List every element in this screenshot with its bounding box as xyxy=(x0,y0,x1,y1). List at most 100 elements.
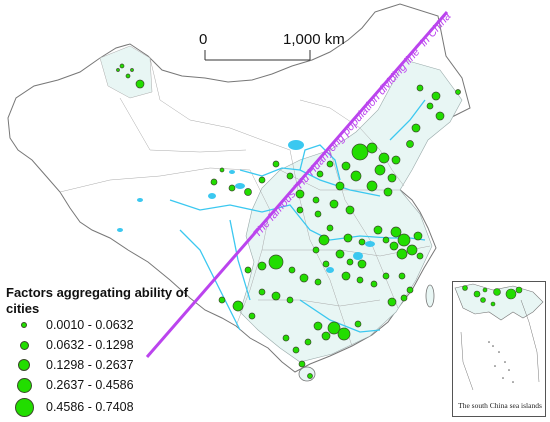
city-marker xyxy=(295,189,305,199)
city-marker xyxy=(391,155,401,165)
legend-symbol xyxy=(14,397,34,417)
city-marker xyxy=(382,272,390,280)
city-marker xyxy=(312,196,320,204)
city-marker xyxy=(286,172,294,180)
city-marker xyxy=(406,244,418,256)
city-marker xyxy=(350,170,362,182)
legend-title: Factors aggregating ability of cities xyxy=(6,285,189,316)
city-marker xyxy=(416,84,424,92)
hu-line xyxy=(145,11,449,358)
scale-zero-label: 0 xyxy=(199,31,207,48)
city-marker xyxy=(326,224,334,232)
city-marker xyxy=(411,123,421,133)
city-marker xyxy=(341,271,351,281)
city-marker xyxy=(346,258,354,266)
city-marker xyxy=(316,170,324,178)
city-marker xyxy=(304,338,312,346)
legend-symbol xyxy=(18,359,30,371)
legend-item: 0.1298 - 0.2637 xyxy=(8,356,188,376)
city-marker xyxy=(435,111,445,121)
city-marker xyxy=(345,205,355,215)
city-marker xyxy=(335,249,345,259)
city-marker xyxy=(116,68,120,72)
city-marker xyxy=(130,68,134,72)
city-marker xyxy=(210,178,218,186)
city-marker xyxy=(406,140,414,148)
city-marker xyxy=(366,142,378,154)
city-marker xyxy=(312,246,320,254)
legend-symbol xyxy=(19,340,29,350)
city-marker xyxy=(390,226,402,238)
legend-item: 0.4586 - 0.7408 xyxy=(8,397,188,418)
hainan-island xyxy=(298,366,316,382)
city-marker xyxy=(343,233,353,243)
city-marker xyxy=(398,272,406,280)
city-marker xyxy=(426,102,434,110)
legend-item: 0.0010 - 0.0632 xyxy=(8,316,188,336)
inset-caption: The south China sea islands xyxy=(458,401,542,410)
city-marker xyxy=(268,254,284,270)
city-marker xyxy=(286,296,294,304)
legend-label: 0.4586 - 0.7408 xyxy=(46,400,134,414)
city-marker xyxy=(341,161,351,171)
legend-symbol xyxy=(21,322,27,328)
city-marker xyxy=(232,300,244,312)
city-marker xyxy=(387,297,397,307)
city-marker xyxy=(358,238,366,246)
city-marker xyxy=(389,241,399,251)
city-marker xyxy=(406,286,414,294)
city-marker xyxy=(271,291,281,301)
city-marker xyxy=(218,296,226,304)
city-marker xyxy=(382,236,390,244)
city-marker xyxy=(383,187,393,197)
scale-bar: 0 1,000 km xyxy=(199,31,345,61)
city-marker xyxy=(351,143,369,161)
city-marker xyxy=(296,206,304,214)
legend-label: 0.0010 - 0.0632 xyxy=(46,318,134,332)
legend-label: 0.1298 - 0.2637 xyxy=(46,358,134,372)
city-marker xyxy=(292,346,300,354)
city-marker xyxy=(373,225,383,235)
city-markers xyxy=(116,63,461,379)
city-marker xyxy=(272,160,280,168)
city-marker xyxy=(307,373,313,379)
city-marker xyxy=(326,160,334,168)
legend-item: 0.0632 - 0.1298 xyxy=(8,336,188,356)
city-marker xyxy=(378,152,390,164)
city-marker xyxy=(314,278,322,286)
city-marker xyxy=(244,266,252,274)
city-marker xyxy=(228,184,236,192)
city-marker xyxy=(413,231,423,241)
city-marker xyxy=(125,73,131,79)
city-marker xyxy=(248,312,256,320)
city-marker xyxy=(219,167,225,173)
city-marker xyxy=(314,210,322,218)
city-marker xyxy=(321,331,331,341)
city-marker xyxy=(298,360,306,368)
city-marker xyxy=(327,321,341,335)
city-marker xyxy=(396,248,408,260)
city-marker xyxy=(258,176,266,184)
city-marker xyxy=(313,321,323,331)
legend-symbol xyxy=(16,377,32,393)
city-marker xyxy=(400,294,408,302)
scale-max-label: 1,000 km xyxy=(283,31,345,48)
city-marker xyxy=(299,273,309,283)
city-marker xyxy=(119,63,125,69)
inset-map xyxy=(454,283,544,391)
legend-label: 0.0632 - 0.1298 xyxy=(46,338,134,352)
city-marker xyxy=(257,261,267,271)
city-marker xyxy=(335,181,345,191)
city-marker xyxy=(366,180,378,192)
city-marker xyxy=(322,260,330,268)
city-marker xyxy=(135,79,145,89)
city-marker xyxy=(288,266,296,274)
legend-item: 0.2637 - 0.4586 xyxy=(8,376,188,396)
city-marker xyxy=(318,234,330,246)
city-marker xyxy=(370,280,378,288)
city-marker xyxy=(282,334,290,342)
city-marker xyxy=(357,259,367,269)
city-marker xyxy=(431,91,441,101)
rivers xyxy=(169,99,426,333)
